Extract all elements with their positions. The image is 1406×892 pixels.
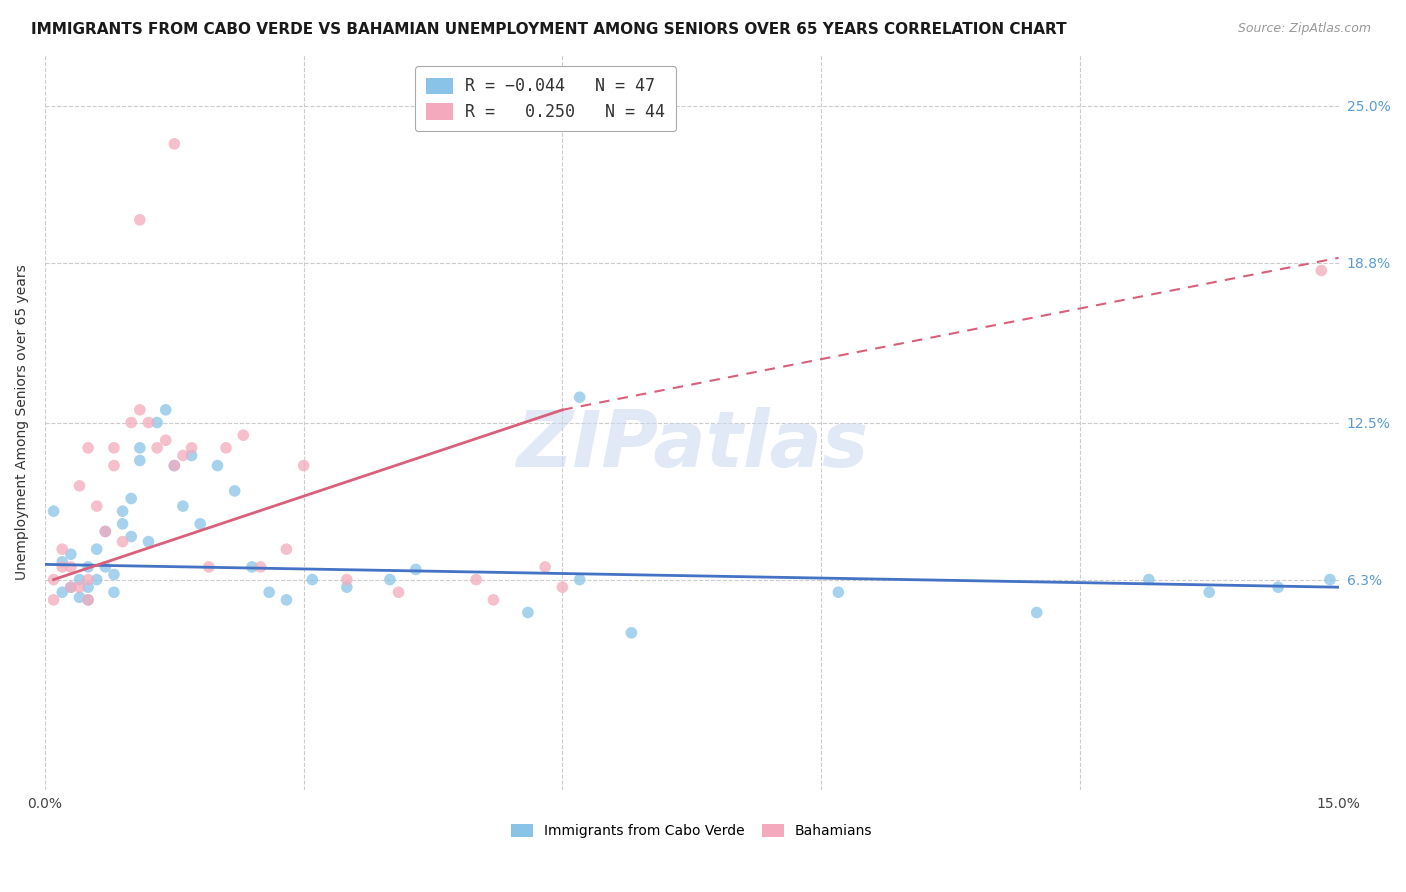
Point (551, 580, 574, 594)
Point (336, 580, 359, 594)
Point (69, 479, 91, 493)
Point (276, 542, 298, 557)
Point (111, 504, 134, 518)
Text: ZIPatlas: ZIPatlas (516, 407, 868, 483)
Point (103, 585, 125, 599)
Point (1267, 580, 1289, 594)
Point (249, 560, 271, 574)
Point (232, 428, 254, 442)
Point (103, 567, 125, 582)
Text: IMMIGRANTS FROM CABO VERDE VS BAHAMIAN UNEMPLOYMENT AMONG SENIORS OVER 65 YEARS : IMMIGRANTS FROM CABO VERDE VS BAHAMIAN U… (31, 22, 1067, 37)
Point (207, 458, 229, 473)
Point (301, 573, 323, 587)
Point (155, 434, 177, 448)
Point (163, 458, 186, 473)
Legend: Immigrants from Cabo Verde, Bahamians: Immigrants from Cabo Verde, Bahamians (505, 817, 879, 846)
Point (77, 560, 100, 574)
Point (103, 458, 125, 473)
Point (77, 441, 100, 455)
Point (111, 534, 134, 549)
Point (111, 516, 134, 531)
Point (128, 402, 150, 417)
Point (128, 212, 150, 227)
Point (120, 491, 142, 506)
Point (198, 560, 221, 574)
Point (336, 573, 359, 587)
Point (42, 592, 65, 607)
Point (172, 449, 194, 463)
Point (138, 534, 160, 549)
Point (94, 524, 117, 539)
Point (465, 573, 488, 587)
Point (51, 542, 73, 557)
Point (1310, 263, 1333, 277)
Point (86, 499, 108, 513)
Point (378, 573, 401, 587)
Point (59, 580, 82, 594)
Point (120, 416, 142, 430)
Point (146, 441, 169, 455)
Point (86, 542, 108, 557)
Point (1025, 606, 1047, 620)
Point (128, 453, 150, 467)
Point (620, 625, 643, 640)
Point (387, 585, 409, 599)
Point (69, 580, 91, 594)
Point (94, 560, 117, 574)
Point (120, 529, 142, 543)
Point (42, 573, 65, 587)
Point (180, 449, 202, 463)
Point (138, 416, 160, 430)
Point (276, 592, 298, 607)
Point (292, 458, 315, 473)
Point (69, 573, 91, 587)
Point (568, 573, 591, 587)
Point (59, 580, 82, 594)
Text: Source: ZipAtlas.com: Source: ZipAtlas.com (1237, 22, 1371, 36)
Point (516, 606, 538, 620)
Point (827, 585, 849, 599)
Point (77, 580, 100, 594)
Point (59, 560, 82, 574)
Point (240, 560, 263, 574)
Point (172, 499, 194, 513)
Point (534, 560, 557, 574)
Point (86, 573, 108, 587)
Point (215, 441, 238, 455)
Point (482, 592, 505, 607)
Point (51, 560, 73, 574)
Point (146, 416, 169, 430)
Point (1137, 573, 1160, 587)
Point (224, 483, 246, 498)
Point (163, 136, 186, 151)
Point (77, 573, 100, 587)
Point (51, 585, 73, 599)
Point (1319, 573, 1341, 587)
Y-axis label: Unemployment Among Seniors over 65 years: Unemployment Among Seniors over 65 years (15, 265, 30, 581)
Point (163, 458, 186, 473)
Point (69, 591, 91, 605)
Point (155, 402, 177, 417)
Point (180, 441, 202, 455)
Point (568, 390, 591, 404)
Point (188, 516, 211, 531)
Point (1198, 585, 1220, 599)
Point (128, 441, 150, 455)
Point (257, 585, 280, 599)
Point (405, 562, 427, 576)
Point (94, 524, 117, 539)
Point (42, 504, 65, 518)
Point (77, 592, 100, 607)
Point (59, 547, 82, 561)
Point (77, 592, 100, 607)
Point (103, 441, 125, 455)
Point (51, 555, 73, 569)
